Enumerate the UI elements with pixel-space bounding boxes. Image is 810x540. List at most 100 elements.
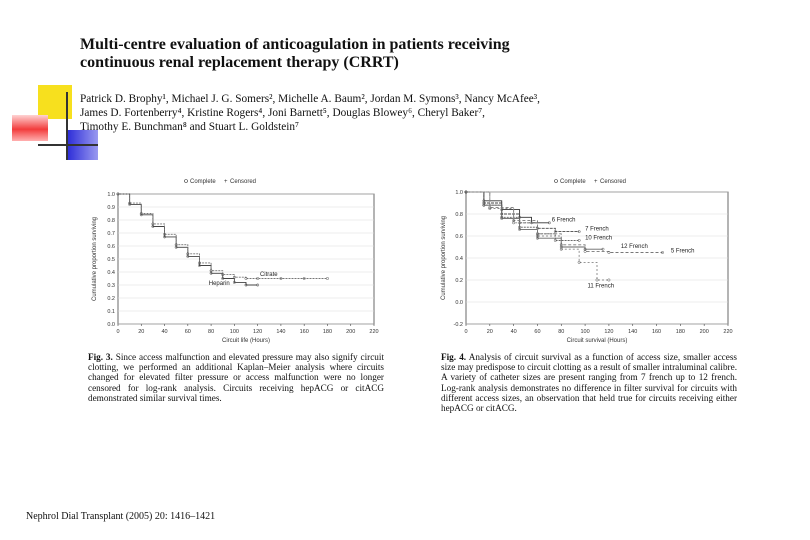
series-line-12-french [466,191,603,250]
figure-3-caption: Fig. 3. Since access malfunction and ele… [88,352,384,403]
data-point [244,277,248,280]
x-tick-label: 80 [558,329,564,335]
data-point [553,230,557,234]
author-line-2: James D. Fortenberry⁴, Kristine Rogers⁴,… [80,107,485,119]
y-tick-label: 0.2 [107,296,115,302]
legend-marker-censored: + [594,179,598,185]
figure-3-label: Fig. 3. [88,352,113,362]
x-tick-label: 200 [700,329,709,335]
x-tick-label: 40 [161,329,167,335]
y-tick-label: 1.0 [107,192,115,198]
data-point [607,278,611,282]
data-point [256,277,260,280]
x-tick-label: 160 [652,329,661,335]
x-tick-label: 80 [208,329,214,335]
y-tick-label: 0.4 [107,270,115,276]
data-point [559,247,563,251]
series-label: 12 French [621,244,648,250]
x-tick-label: 180 [323,329,332,335]
paper-title-line-2: continuous renal replacement therapy (CR… [80,54,399,71]
author-list: Patrick D. Brophy¹, Michael J. G. Somers… [80,92,540,134]
data-point [536,234,539,238]
data-point [512,221,516,225]
data-point [163,232,166,236]
data-point [279,277,283,280]
author-line-1: Patrick D. Brophy¹, Michael J. G. Somers… [80,93,540,105]
x-axis-label: Circuit survival (Hours) [567,338,628,344]
data-point [232,275,236,279]
y-tick-label: 0.2 [455,278,463,284]
x-tick-label: 140 [628,329,637,335]
figure-4-access-size-chart: -0.2 0.0 0.2 0.4 0.6 0.8 1.0 0 20 40 60 80 100 120 140… [441,179,733,344]
legend-marker-complete [184,179,188,183]
x-tick-label: 220 [369,329,378,335]
x-tick-label: 180 [676,329,685,335]
data-point [221,277,225,280]
figure-4-label: Fig. 4. [441,352,467,362]
data-point [198,261,201,265]
y-axis-label: Cumulative proportion surviving [441,216,447,300]
data-point [139,212,143,215]
data-point [116,192,120,196]
figure-3-survival-chart: 0.0 0.1 0.2 0.3 0.4 0.5 0.6 0.7 0.8 0.9 1.0 0 20 40 60… [92,179,379,344]
series-label: 5 French [671,249,695,255]
data-point [186,252,190,256]
decor-vertical-line [66,92,68,160]
data-point [256,283,260,287]
legend-label-complete: Complete [190,179,216,185]
x-tick-label: 0 [464,329,467,335]
y-tick-label: 0.4 [455,256,463,262]
data-point [607,251,611,254]
x-tick-label: 100 [230,329,239,335]
paper-title-line-1: Multi-centre evaluation of anticoagulati… [80,36,510,53]
data-point [488,207,492,210]
x-tick-label: 120 [253,329,262,335]
x-tick-label: 120 [604,329,613,335]
data-point [577,238,581,242]
x-tick-label: 40 [511,329,517,335]
x-tick-label: 160 [300,329,309,335]
y-tick-label: 0.3 [107,283,115,289]
series-line-7-french [466,191,580,233]
y-tick-label: 0.6 [107,244,115,250]
y-tick-label: 0.5 [107,257,115,263]
data-point [128,202,132,206]
x-axis-label: Circuit life (Hours) [222,338,270,344]
x-tick-label: 20 [138,329,144,335]
data-point [482,203,486,207]
series-line-citrate [118,193,328,279]
y-tick-label: 1.0 [455,190,463,196]
series-label: Citrate [260,272,278,278]
decor-horizontal-line [38,144,98,146]
series-label: 6 French [552,218,576,224]
legend-label-censored: Censored [600,179,626,185]
y-tick-label: 0.8 [455,212,463,218]
data-point [128,201,132,205]
author-line-3: Timothy E. Bunchman⁸ and Stuart L. Golds… [80,121,299,133]
data-point [464,190,468,194]
y-tick-label: 0.6 [455,234,463,240]
data-point [174,243,178,247]
y-tick-label: 0.7 [107,231,115,237]
data-point [221,273,225,277]
data-point [326,277,329,280]
legend-marker-censored: + [224,179,228,185]
data-point [500,216,504,220]
series-label: 10 French [585,235,612,241]
legend-marker-complete [554,179,558,183]
data-point [302,277,306,280]
series-line-5-french [466,191,663,253]
data-point [547,221,551,225]
y-tick-label: 0.0 [107,322,115,328]
figure-3-caption-text: Since access malfunction and elevated pr… [88,352,385,403]
x-tick-label: 220 [723,329,732,335]
series-label: 11 French [587,284,614,290]
series-line-11-french [466,191,609,281]
figure-4-caption: Fig. 4. Analysis of circuit survival as … [441,352,737,413]
legend-label-complete: Complete [560,179,586,185]
x-tick-label: 60 [185,329,191,335]
x-tick-label: 0 [116,329,119,335]
y-tick-label: 0.9 [107,205,115,211]
x-tick-label: 20 [487,329,493,335]
citation-footer: Nephrol Dial Transplant (2005) 20: 1416–… [26,511,216,522]
